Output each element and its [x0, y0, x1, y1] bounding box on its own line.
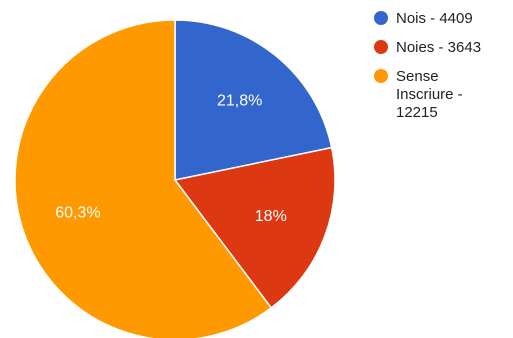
- legend-marker-1: [374, 11, 388, 25]
- legend-label-2-line-1: Noies - 3643: [396, 39, 481, 56]
- pie-slice-1[interactable]: [174, 19, 333, 181]
- legend-marker-2: [374, 40, 388, 54]
- pie-slice-2[interactable]: [173, 146, 336, 309]
- slice-label-3: 60,3%: [55, 204, 100, 221]
- pie-slice-labels: 21,8% 18% 60,3%: [55, 93, 287, 226]
- pie-slices: [14, 19, 336, 338]
- legend-label-3-line-1: Sense: [396, 68, 439, 85]
- legend-entry-2[interactable]: Noies - 3643: [374, 39, 481, 56]
- slice-label-1: 21,8%: [217, 93, 262, 110]
- legend-label-1-line-1: Nois - 4409: [396, 10, 473, 27]
- legend-marker-3: [374, 69, 388, 83]
- slice-label-2: 18%: [255, 208, 287, 225]
- legend-label-3-line-3: 12215: [396, 104, 438, 121]
- legend-entry-1[interactable]: Nois - 4409: [374, 10, 473, 27]
- legend-label-3-line-2: Inscriure -: [396, 86, 463, 103]
- pie-slice-3[interactable]: [14, 19, 273, 338]
